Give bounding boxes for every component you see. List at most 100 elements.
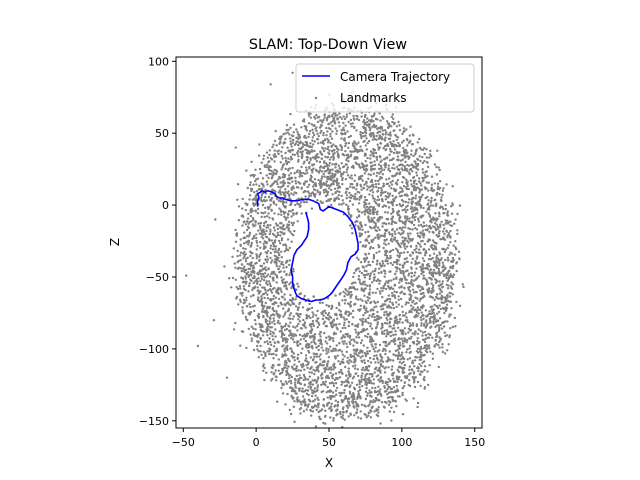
landmark-point	[351, 122, 354, 125]
landmark-point	[299, 338, 302, 341]
landmark-point	[311, 168, 314, 172]
landmark-point	[300, 327, 303, 330]
landmark-point	[295, 367, 298, 370]
landmark-point	[446, 212, 449, 215]
landmark-point	[278, 314, 282, 317]
landmark-point	[325, 368, 328, 371]
landmark-point	[345, 342, 348, 345]
landmark-point	[446, 272, 449, 275]
landmark-point	[262, 230, 266, 234]
landmark-point	[349, 122, 352, 126]
landmark-point	[376, 300, 379, 304]
landmark-point	[269, 199, 273, 202]
landmark-point	[383, 204, 386, 207]
landmark-point	[449, 229, 452, 233]
landmark-point	[366, 299, 370, 302]
landmark-point	[280, 327, 283, 330]
landmark-point	[363, 213, 367, 216]
landmark-point	[360, 339, 364, 342]
landmark-point	[416, 211, 419, 215]
landmark-point	[377, 398, 381, 402]
landmark-point	[411, 228, 414, 231]
landmark-point	[243, 250, 246, 254]
landmark-point	[377, 126, 380, 130]
landmark-point	[388, 300, 392, 303]
landmark-point	[243, 242, 246, 245]
landmark-point	[272, 319, 276, 322]
landmark-point	[389, 387, 393, 391]
landmark-point	[386, 259, 389, 263]
landmark-point	[318, 191, 322, 194]
landmark-point	[266, 297, 270, 300]
landmark-point	[443, 296, 447, 299]
landmark-point	[288, 377, 291, 380]
landmark-point	[381, 185, 385, 188]
landmark-point	[334, 356, 337, 359]
landmark-point	[242, 298, 246, 302]
landmark-point	[376, 131, 379, 135]
landmark-point	[317, 317, 320, 320]
landmark-point	[383, 367, 386, 370]
landmark-point	[289, 126, 292, 130]
landmark-point	[404, 226, 407, 229]
landmark-point	[388, 297, 392, 301]
landmark-point	[371, 345, 374, 348]
landmark-point	[367, 139, 371, 143]
landmark-point	[293, 363, 296, 366]
landmark-point	[454, 240, 457, 243]
landmark-point	[245, 346, 248, 350]
landmark-point	[327, 151, 330, 154]
landmark-point	[384, 190, 387, 194]
landmark-point	[253, 309, 256, 313]
landmark-point	[294, 176, 297, 179]
landmark-point	[323, 165, 326, 168]
landmark-point	[394, 272, 397, 276]
landmark-point	[427, 248, 431, 251]
landmark-point	[428, 214, 431, 217]
landmark-point	[368, 381, 371, 385]
landmark-point	[427, 312, 431, 316]
landmark-point	[384, 253, 387, 257]
landmark-point	[404, 247, 407, 250]
landmark-point	[295, 365, 299, 368]
landmark-point	[293, 400, 296, 403]
landmark-point	[445, 276, 448, 280]
landmark-point	[236, 183, 240, 186]
landmark-point	[258, 283, 262, 286]
landmark-point	[266, 163, 269, 166]
landmark-point	[383, 232, 387, 235]
landmark-point	[411, 301, 414, 304]
landmark-point	[418, 347, 422, 351]
landmark-point	[429, 316, 433, 319]
landmark-point	[404, 194, 407, 197]
landmark-point	[258, 232, 261, 235]
landmark-point	[419, 384, 422, 388]
landmark-point	[318, 415, 321, 418]
landmark-point	[300, 174, 304, 178]
landmark-point	[292, 352, 296, 355]
landmark-point	[365, 270, 368, 273]
landmark-point	[232, 247, 235, 250]
landmark-point	[382, 287, 385, 290]
landmark-point	[291, 297, 294, 300]
landmark-point	[416, 332, 419, 336]
landmark-point	[290, 375, 294, 379]
landmark-point	[391, 228, 394, 231]
landmark-point	[433, 317, 437, 320]
landmark-point	[252, 333, 256, 337]
landmark-point	[317, 376, 320, 379]
landmark-point	[236, 261, 239, 264]
landmark-point	[392, 386, 396, 389]
landmark-point	[254, 322, 257, 326]
landmark-point	[294, 326, 297, 329]
landmark-point	[425, 210, 428, 213]
landmark-point	[354, 324, 357, 327]
landmark-point	[360, 115, 363, 118]
landmark-point	[424, 309, 428, 312]
landmark-point	[332, 384, 336, 388]
landmark-point	[413, 160, 416, 163]
landmark-point	[331, 325, 335, 328]
landmark-point	[338, 342, 341, 345]
landmark-point	[292, 368, 295, 371]
landmark-point	[258, 255, 261, 258]
